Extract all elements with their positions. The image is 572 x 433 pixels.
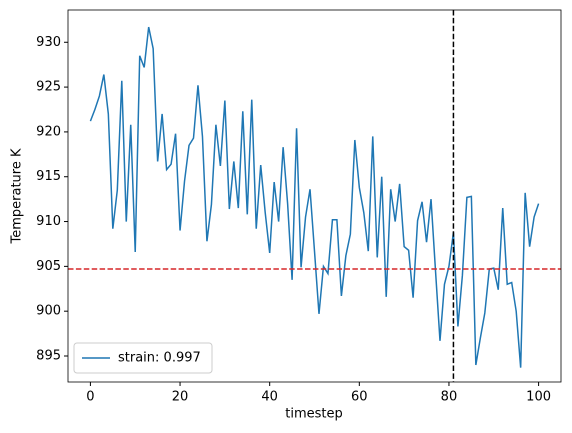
y-tick-label: 910 — [36, 214, 61, 229]
data-line — [89, 26, 540, 368]
y-tick-label: 895 — [36, 349, 61, 364]
x-tick-label: 60 — [351, 390, 368, 405]
y-axis-label: Temperature K — [10, 148, 25, 244]
x-tick-label: 20 — [172, 390, 189, 405]
y-tick-label: 905 — [36, 259, 61, 274]
y-tick-label: 920 — [36, 124, 61, 139]
legend-box — [73, 342, 213, 374]
x-tick-label: 0 — [86, 390, 94, 405]
y-tick-label: 930 — [36, 35, 61, 50]
legend: strain: 0.997 — [73, 342, 213, 374]
x-tick-label: 100 — [526, 390, 551, 405]
x-tick-label: 80 — [441, 390, 458, 405]
legend-label: strain: 0.997 — [118, 351, 201, 366]
y-tick-label: 900 — [36, 304, 61, 319]
y-tick-label: 915 — [36, 169, 61, 184]
plot-frame — [67, 9, 562, 383]
x-tick-label: 40 — [261, 390, 278, 405]
y-tick-label: 925 — [36, 80, 61, 95]
x-axis-label: timestep — [285, 407, 343, 422]
